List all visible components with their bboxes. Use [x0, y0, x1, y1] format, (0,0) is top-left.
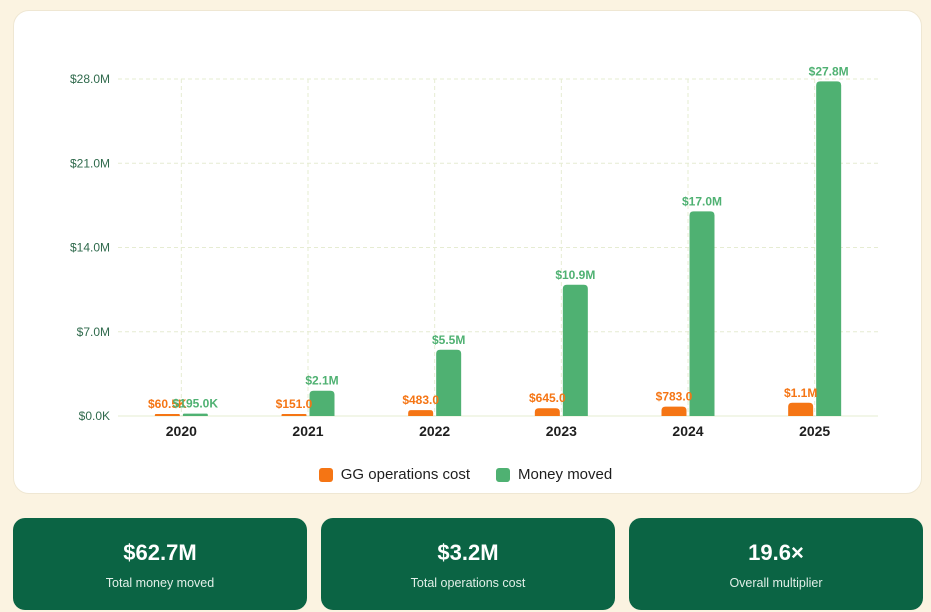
stat-value-money-moved: $62.7M	[123, 540, 197, 565]
legend-item-ops[interactable]: GG operations cost	[318, 466, 470, 483]
data-label-money: $5.5M	[432, 333, 465, 347]
bar-money	[562, 284, 588, 416]
legend-item-money[interactable]: Money moved	[496, 466, 612, 483]
legend-label-money: Money moved	[518, 466, 613, 483]
bar-ops	[408, 410, 434, 416]
y-tick-label: $7.0M	[77, 325, 110, 339]
x-tick-label: 2020	[166, 423, 197, 439]
bar-ops	[534, 408, 560, 416]
stat-label-operations-cost: Total operations cost	[410, 576, 526, 590]
data-label-money: $17.0M	[682, 194, 722, 208]
legend-swatch-ops	[318, 467, 333, 482]
y-axis: $0.0K $7.0M $14.0M $21.0M $28.0M	[70, 72, 110, 423]
bar-money	[689, 211, 715, 416]
legend-label-ops: GG operations cost	[340, 466, 470, 483]
bar-money	[182, 413, 208, 416]
y-tick-label: $28.0M	[70, 72, 110, 86]
y-tick-label: $21.0M	[70, 156, 110, 170]
bar-money	[816, 81, 842, 417]
data-label-ops: $60.5K	[148, 397, 187, 411]
bar-ops	[788, 402, 814, 416]
x-tick-label: 2021	[292, 423, 323, 439]
stat-value-operations-cost: $3.2M	[437, 540, 499, 565]
data-label-money: $195.0K	[173, 397, 219, 411]
stat-label-multiplier: Overall multiplier	[729, 576, 823, 590]
y-tick-label: $14.0M	[70, 241, 110, 255]
bars-layer	[154, 81, 842, 417]
chart-legend: GG operations cost Money moved	[0, 466, 931, 483]
stat-value-multiplier: 19.6×	[748, 540, 804, 565]
grid-layer	[118, 78, 878, 417]
data-label-ops: $783.0	[656, 390, 693, 404]
data-label-ops: $151.0	[276, 397, 313, 411]
stat-card-operations-cost: $3.2M Total operations cost	[321, 518, 615, 610]
stat-card-multiplier: 19.6× Overall multiplier	[629, 518, 923, 610]
x-tick-label: 2023	[546, 423, 577, 439]
bar-chart: $0.0K$7.0M$14.0M$21.0M$28.0M 2020 2021 202…	[70, 64, 878, 439]
x-tick-label: 2025	[799, 423, 830, 439]
data-label-money: $27.8M	[809, 64, 849, 78]
legend-swatch-money	[496, 467, 510, 482]
x-axis: 2020 2021 2022 2023 2024 2025	[166, 423, 831, 439]
bar-money	[309, 390, 335, 416]
y-tick-label: $0.0K	[79, 409, 110, 423]
stat-card-money-moved: $62.7M Total money moved	[13, 518, 307, 610]
data-label-ops: $645.0	[529, 391, 566, 405]
bar-ops	[281, 414, 307, 416]
chart-card	[13, 10, 922, 494]
data-label-money: $10.9M	[555, 268, 595, 282]
x-tick-label: 2024	[672, 423, 703, 439]
data-label-ops: $1.1M	[784, 386, 817, 400]
data-label-money: $2.1M	[305, 374, 338, 388]
bar-money	[436, 349, 462, 416]
x-tick-label: 2022	[419, 423, 450, 439]
bar-ops	[154, 414, 180, 416]
data-labels-layer: $60.5K $151.0 $483.0 $645.0 $783.0 $1.1M $195.…	[148, 64, 849, 411]
stat-label-money-moved: Total money moved	[105, 576, 215, 590]
data-label-ops: $483.0	[402, 393, 439, 407]
bar-ops	[661, 406, 687, 416]
